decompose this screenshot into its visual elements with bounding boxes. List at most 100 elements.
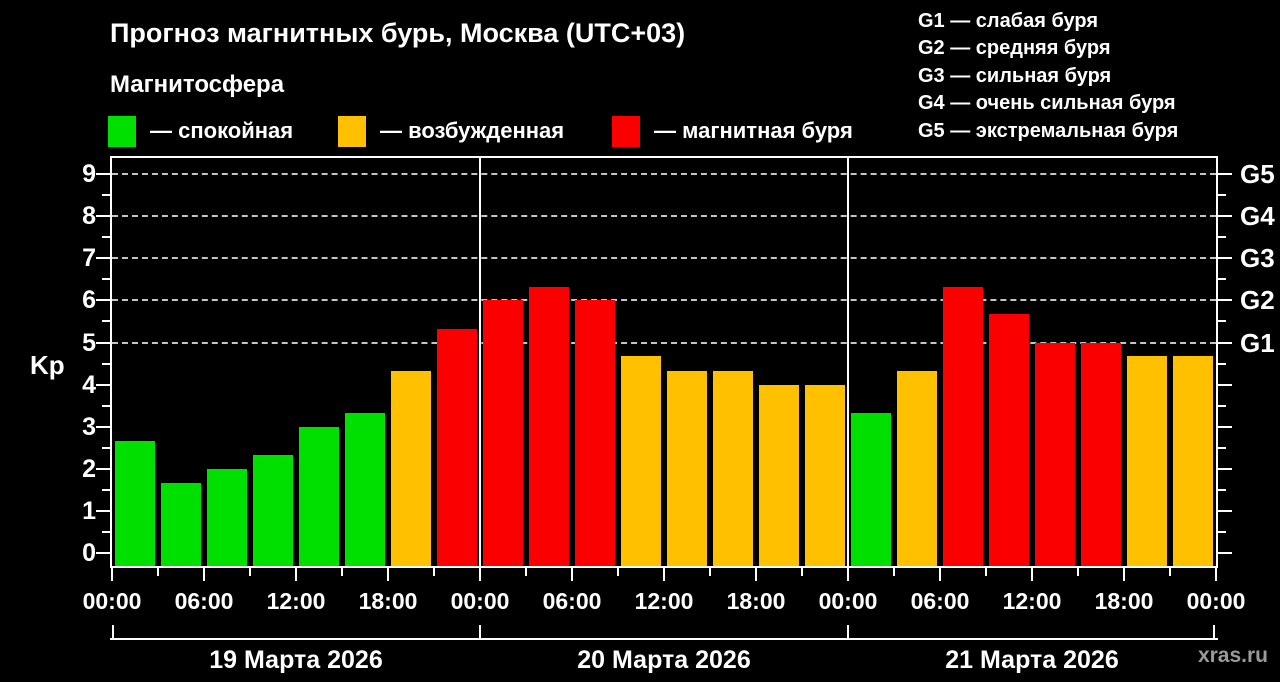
y-tick-label-6: 6 bbox=[82, 286, 96, 315]
day-divider-2 bbox=[847, 158, 849, 566]
y-right-minor-tick-8.5 bbox=[1218, 194, 1226, 197]
x-tick-label-1: 06:00 bbox=[174, 588, 234, 614]
y-right-major-tick-6 bbox=[1218, 299, 1232, 302]
watermark: xras.ru bbox=[1197, 644, 1268, 667]
x-tick-label-10: 12:00 bbox=[1002, 588, 1062, 614]
y-minor-tick-3.5 bbox=[102, 404, 110, 407]
x-minor-tick-h33 bbox=[617, 568, 619, 576]
y-tick-label-1: 1 bbox=[82, 496, 96, 525]
gridline-kp6 bbox=[112, 299, 1216, 302]
y-right-major-tick-0 bbox=[1218, 552, 1232, 554]
date-bracket-tick-h24 bbox=[479, 625, 481, 638]
y-right-minor-tick-5.5 bbox=[1218, 320, 1226, 323]
x-major-tick-h12 bbox=[295, 568, 297, 581]
right-axis-label-g4: G4 bbox=[1240, 201, 1275, 232]
y-right-minor-tick-0.5 bbox=[1218, 530, 1226, 533]
quiet-color-swatch bbox=[108, 115, 136, 147]
magnetosphere-subtitle: Магнитосфера bbox=[110, 71, 285, 98]
right-axis-label-g5: G5 bbox=[1240, 159, 1275, 190]
x-minor-tick-h39 bbox=[709, 568, 711, 576]
gridline-kp5 bbox=[112, 341, 1216, 344]
x-major-tick-h36 bbox=[663, 568, 665, 581]
excited-legend-label: — возбужденная bbox=[380, 118, 565, 143]
kp-bar-day3-slot2 bbox=[897, 370, 937, 566]
x-minor-tick-h69 bbox=[1169, 568, 1171, 576]
y-minor-tick-5.5 bbox=[102, 320, 110, 323]
x-major-tick-h18 bbox=[387, 568, 389, 581]
x-tick-label-8: 00:00 bbox=[818, 588, 878, 614]
y-tick-label-8: 8 bbox=[82, 202, 96, 231]
g4-legend-line: G4 — очень сильная буря bbox=[918, 92, 1176, 115]
plot-area: 0 1 2 3 4 5 6 7 8 9 G1 G2 G3 G4 G5 00:00 06:00 12:00 18:00… bbox=[82, 156, 1275, 674]
x-major-tick-h30 bbox=[571, 568, 573, 581]
g5-legend-line: G5 — экстремальная буря bbox=[918, 119, 1179, 142]
right-axis-label-g3: G3 bbox=[1240, 243, 1275, 274]
kp-bar-day2-slot8 bbox=[805, 384, 845, 566]
kp-bar-day1-slot8 bbox=[437, 328, 477, 566]
y-right-minor-tick-7.5 bbox=[1218, 236, 1226, 239]
y-right-minor-tick-6.5 bbox=[1218, 278, 1226, 281]
y-tick-label-9: 9 bbox=[82, 160, 96, 189]
y-right-major-tick-4 bbox=[1218, 383, 1232, 386]
y-right-major-tick-1 bbox=[1218, 509, 1232, 512]
kp-bar-day3-slot6 bbox=[1081, 342, 1121, 566]
y-right-major-tick-2 bbox=[1218, 467, 1232, 470]
x-minor-tick-h57 bbox=[985, 568, 987, 576]
date-bracket-tick-h0 bbox=[112, 625, 114, 638]
y-minor-tick-1.5 bbox=[102, 488, 110, 491]
x-tick-label-3: 18:00 bbox=[358, 588, 418, 614]
x-major-tick-h72 bbox=[1215, 568, 1217, 581]
x-minor-tick-h9 bbox=[249, 568, 251, 576]
y-tick-label-5: 5 bbox=[82, 328, 96, 357]
y-right-minor-tick-2.5 bbox=[1218, 446, 1226, 449]
x-tick-label-12: 00:00 bbox=[1186, 588, 1246, 614]
x-major-tick-h66 bbox=[1123, 568, 1125, 581]
x-tick-label-2: 12:00 bbox=[266, 588, 326, 614]
kp-bar-day1-slot6 bbox=[345, 412, 385, 566]
y-axis-title: Kp bbox=[30, 350, 65, 380]
x-minor-tick-h15 bbox=[341, 568, 343, 576]
y-minor-tick-0.5 bbox=[102, 530, 110, 533]
y-major-tick-6 bbox=[96, 299, 110, 302]
page-title: Прогноз магнитных бурь, Москва (UTC+03) bbox=[110, 18, 686, 48]
legend-item-quiet: — спокойная bbox=[108, 115, 293, 147]
gridline-kp9 bbox=[112, 173, 1216, 176]
date-label-day3: 21 Марта 2026 bbox=[945, 646, 1119, 674]
x-minor-tick-h21 bbox=[433, 568, 435, 576]
date-label-day1: 19 Марта 2026 bbox=[209, 646, 383, 674]
kp-bar-day2-slot7 bbox=[759, 384, 799, 566]
y-minor-tick-2.5 bbox=[102, 446, 110, 449]
g2-legend-line: G2 — средняя буря bbox=[918, 37, 1111, 60]
kp-bar-day3-slot5 bbox=[1035, 342, 1075, 566]
date-bracket-tick-h48 bbox=[847, 625, 849, 638]
y-major-tick-8 bbox=[96, 215, 110, 218]
kp-bar-day2-slot5 bbox=[667, 370, 707, 566]
storm-color-swatch bbox=[612, 115, 640, 147]
y-tick-label-3: 3 bbox=[82, 412, 96, 441]
y-major-tick-5 bbox=[96, 341, 110, 344]
kp-bar-day2-slot1 bbox=[483, 300, 523, 566]
x-tick-label-11: 18:00 bbox=[1094, 588, 1154, 614]
x-minor-tick-h51 bbox=[893, 568, 895, 576]
x-tick-label-9: 06:00 bbox=[910, 588, 970, 614]
g3-legend-line: G3 — сильная буря bbox=[918, 64, 1112, 87]
y-right-minor-tick-1.5 bbox=[1218, 488, 1226, 491]
kp-bar-day3-slot4 bbox=[989, 314, 1029, 566]
x-major-tick-h24 bbox=[479, 568, 481, 581]
y-right-major-tick-3 bbox=[1218, 425, 1232, 428]
x-minor-tick-h63 bbox=[1077, 568, 1079, 576]
kp-bar-day2-slot3 bbox=[575, 300, 615, 566]
kp-bar-day3-slot8 bbox=[1173, 356, 1213, 566]
y-right-major-tick-8 bbox=[1218, 215, 1232, 218]
y-major-tick-0 bbox=[96, 552, 110, 554]
kp-bar-day1-slot7 bbox=[391, 370, 431, 566]
x-minor-tick-h27 bbox=[525, 568, 527, 576]
y-major-tick-9 bbox=[96, 173, 110, 176]
kp-bar-day2-slot4 bbox=[621, 356, 661, 566]
date-bracket-line bbox=[110, 638, 1218, 640]
x-major-tick-h60 bbox=[1031, 568, 1033, 581]
y-right-major-tick-7 bbox=[1218, 257, 1232, 260]
x-major-tick-h54 bbox=[939, 568, 941, 581]
x-tick-label-5: 06:00 bbox=[542, 588, 602, 614]
